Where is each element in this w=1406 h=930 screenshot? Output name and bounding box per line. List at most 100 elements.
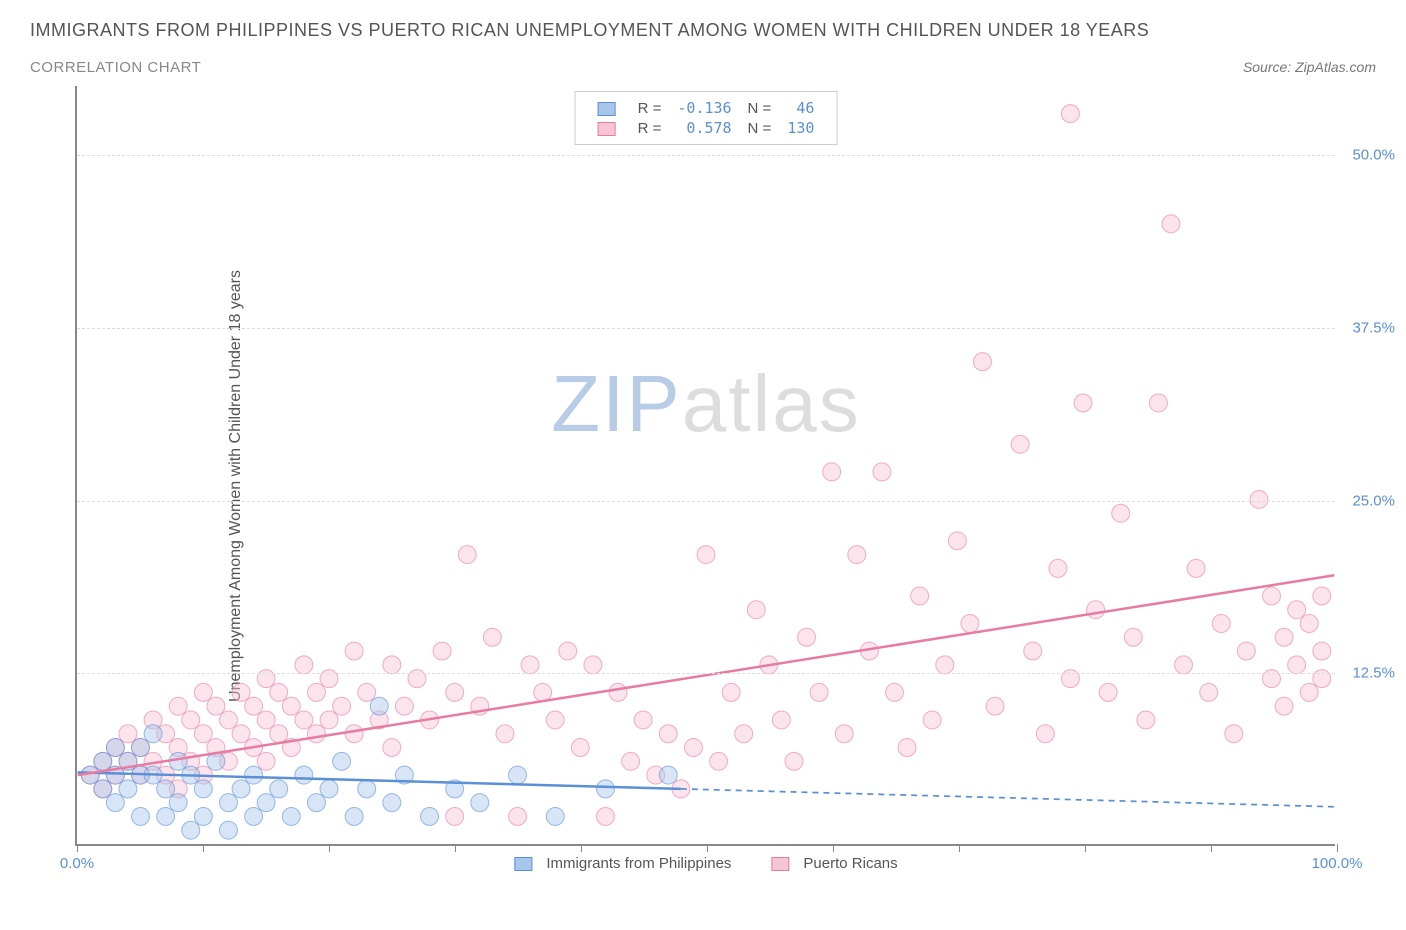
data-point [835, 725, 853, 743]
r-value-0: -0.136 [669, 98, 739, 118]
data-point [194, 780, 212, 798]
trendline-extension [681, 789, 1334, 807]
data-point [307, 683, 325, 701]
data-point [772, 711, 790, 729]
data-point [1250, 490, 1268, 508]
data-point [157, 780, 175, 798]
data-point [546, 711, 564, 729]
x-tick [707, 844, 708, 852]
data-point [596, 780, 614, 798]
data-point [1137, 711, 1155, 729]
data-point [257, 711, 275, 729]
x-tick [329, 844, 330, 852]
y-tick-label: 37.5% [1352, 319, 1395, 336]
data-point [1099, 683, 1117, 701]
data-point [421, 807, 439, 825]
legend-item-0: Immigrants from Philippines [514, 855, 731, 872]
data-point [823, 463, 841, 481]
data-point [1288, 656, 1306, 674]
legend-item-1: Puerto Ricans [771, 855, 897, 872]
data-point [358, 683, 376, 701]
data-point [1036, 725, 1054, 743]
gridline-h [77, 155, 1335, 156]
data-point [169, 697, 187, 715]
data-point [1011, 435, 1029, 453]
data-point [1275, 628, 1293, 646]
data-point [798, 628, 816, 646]
data-point [232, 780, 250, 798]
data-point [245, 766, 263, 784]
x-tick [1085, 844, 1086, 852]
legend-swatch-bottom-0 [514, 857, 532, 871]
data-point [848, 546, 866, 564]
x-tick [1211, 844, 1212, 852]
data-point [1074, 394, 1092, 412]
data-point [659, 725, 677, 743]
data-point [923, 711, 941, 729]
data-point [358, 780, 376, 798]
chart-title: IMMIGRANTS FROM PHILIPPINES VS PUERTO RI… [30, 20, 1376, 41]
legend-row-series-0: R = -0.136 N = 46 [590, 98, 823, 118]
n-value-1: 130 [779, 118, 822, 138]
data-point [571, 739, 589, 757]
data-point [219, 821, 237, 839]
data-point [245, 697, 263, 715]
data-point [546, 807, 564, 825]
data-point [1275, 697, 1293, 715]
data-point [295, 656, 313, 674]
data-point [886, 683, 904, 701]
data-point [245, 807, 263, 825]
source-attribution: Source: ZipAtlas.com [1243, 59, 1376, 75]
data-point [94, 752, 112, 770]
data-point [584, 656, 602, 674]
r-label: R = [630, 98, 670, 118]
data-point [1124, 628, 1142, 646]
data-point [383, 794, 401, 812]
data-point [1300, 615, 1318, 633]
data-point [270, 683, 288, 701]
data-point [1237, 642, 1255, 660]
data-point [383, 739, 401, 757]
data-point [973, 353, 991, 371]
data-point [119, 780, 137, 798]
data-point [257, 752, 275, 770]
data-point [169, 794, 187, 812]
data-point [483, 628, 501, 646]
data-point [433, 642, 451, 660]
gridline-h [77, 673, 1335, 674]
x-tick [959, 844, 960, 852]
scatter-svg [77, 86, 1335, 844]
data-point [1313, 587, 1331, 605]
data-point [1313, 642, 1331, 660]
data-point [232, 683, 250, 701]
data-point [986, 697, 1004, 715]
data-point [948, 532, 966, 550]
data-point [132, 807, 150, 825]
data-point [1212, 615, 1230, 633]
data-point [684, 739, 702, 757]
legend-swatch-1 [598, 122, 616, 136]
gridline-h [77, 501, 1335, 502]
r-label: R = [630, 118, 670, 138]
data-point [596, 807, 614, 825]
data-point [307, 725, 325, 743]
data-point [182, 821, 200, 839]
data-point [1187, 559, 1205, 577]
data-point [207, 697, 225, 715]
legend-label-1: Puerto Ricans [803, 855, 897, 872]
data-point [785, 752, 803, 770]
data-point [270, 725, 288, 743]
x-tick [77, 844, 78, 852]
data-point [282, 697, 300, 715]
data-point [1149, 394, 1167, 412]
data-point [370, 697, 388, 715]
data-point [458, 546, 476, 564]
legend-swatch-bottom-1 [771, 857, 789, 871]
data-point [810, 683, 828, 701]
legend-row-series-1: R = 0.578 N = 130 [590, 118, 823, 138]
r-value-1: 0.578 [669, 118, 739, 138]
legend-swatch-0 [598, 102, 616, 116]
data-point [257, 794, 275, 812]
subtitle-row: CORRELATION CHART Source: ZipAtlas.com [30, 59, 1376, 76]
n-value-0: 46 [779, 98, 822, 118]
